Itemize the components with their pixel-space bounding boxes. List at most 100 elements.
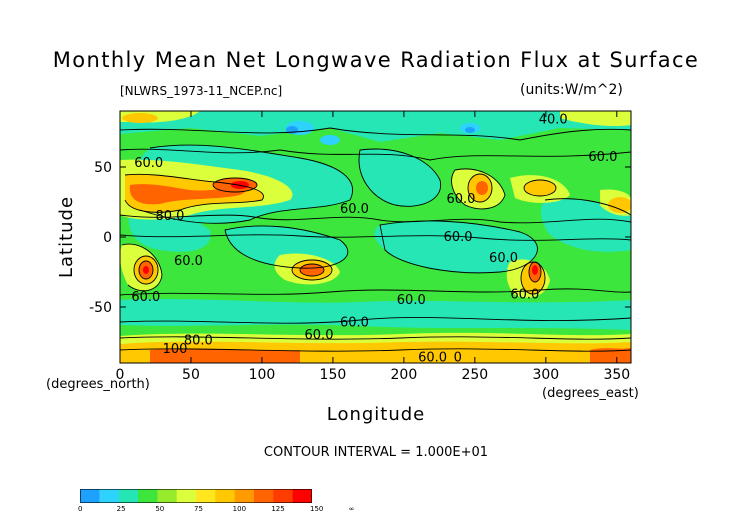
blob-australia-red bbox=[300, 264, 324, 276]
y-unit-label: (degrees_north) bbox=[46, 377, 150, 392]
blob-south-america-core bbox=[532, 265, 538, 275]
heatmap-plot: 40.0 60.0 60.0 80.0 60.0 60.0 60.0 60.0 60.0 60.0… bbox=[56, 110, 632, 380]
colorbar-swatch bbox=[138, 489, 158, 503]
blob-arctic-2 bbox=[320, 135, 340, 145]
contour-19 bbox=[528, 261, 542, 283]
contour-10 bbox=[358, 148, 442, 207]
blob-west-pacific-orange bbox=[608, 197, 631, 213]
colorbar-label: 25 bbox=[116, 505, 126, 513]
colorbar-label: 0 bbox=[78, 505, 83, 513]
blob-blue-2 bbox=[465, 127, 475, 133]
colorbar-swatch bbox=[196, 489, 216, 503]
x-tick-label: 0 bbox=[116, 367, 125, 380]
contour-15 bbox=[138, 260, 154, 280]
contour-label: 60.0 bbox=[134, 156, 163, 171]
contour-label-layer: 40.0 60.0 60.0 80.0 60.0 60.0 60.0 60.0 60.0 60.0… bbox=[131, 112, 617, 365]
blob-arctic-orange bbox=[122, 113, 158, 123]
colorbar-label: 50 bbox=[155, 505, 165, 513]
blob-africa-core bbox=[143, 266, 149, 274]
contour-14 bbox=[133, 255, 159, 285]
contour-16 bbox=[291, 259, 333, 281]
contour-24 bbox=[544, 198, 631, 216]
x-axis-label: Longitude bbox=[326, 404, 426, 425]
region-asia-red bbox=[129, 184, 247, 205]
contour-2 bbox=[120, 148, 631, 161]
contour-label: 60.0 bbox=[489, 251, 518, 266]
contour-1 bbox=[120, 127, 631, 141]
x-tick-label: 250 bbox=[461, 367, 488, 380]
colorbar-frame bbox=[80, 489, 312, 503]
blob-europe-orange bbox=[524, 180, 556, 196]
contour-label: 60.0 bbox=[174, 254, 203, 269]
contour-lines bbox=[120, 127, 631, 352]
contour-label: 60.0 bbox=[131, 290, 160, 305]
colorbar-swatch bbox=[118, 489, 139, 503]
region-south-pacific bbox=[374, 220, 538, 273]
y-axis: 50 0 -50 bbox=[89, 160, 631, 316]
colorbar-swatch bbox=[234, 489, 255, 503]
contour-8 bbox=[120, 348, 631, 352]
y-tick-label: 50 bbox=[94, 160, 112, 176]
contour-22 bbox=[212, 177, 258, 193]
region-southern-ocean bbox=[120, 298, 631, 330]
contour-18 bbox=[520, 261, 546, 295]
x-tick-label: 300 bbox=[532, 367, 559, 380]
region-antarctica-red-2 bbox=[590, 348, 631, 363]
contour-13 bbox=[124, 173, 264, 213]
colorbar-swatch bbox=[80, 489, 100, 503]
contour-11 bbox=[224, 225, 349, 269]
contour-9 bbox=[139, 144, 353, 224]
y-tick-label: -50 bbox=[89, 300, 112, 316]
field-layer bbox=[120, 111, 631, 363]
y-tick-label: 0 bbox=[103, 230, 112, 246]
contour-label: 60.0 bbox=[444, 230, 473, 245]
contour-label: 40.0 bbox=[539, 112, 568, 127]
units-label: (units:W/m^2) bbox=[520, 82, 623, 98]
contour-4 bbox=[120, 234, 631, 241]
colorbar-label: ∞ bbox=[348, 505, 355, 513]
chart-title: Monthly Mean Net Longwave Radiation Flux… bbox=[52, 48, 700, 72]
contour-23 bbox=[451, 168, 506, 210]
colorbar-swatch bbox=[176, 489, 197, 503]
colorbar-label: 75 bbox=[194, 505, 203, 513]
colorbar-swatch bbox=[273, 489, 294, 503]
contour-12 bbox=[379, 220, 538, 274]
colorbar-swatch bbox=[292, 489, 312, 503]
contour-label: 60.0 bbox=[446, 192, 475, 207]
y-axis-label: Latitude bbox=[56, 196, 77, 278]
x-tick-label: 150 bbox=[320, 367, 347, 380]
contour-3 bbox=[120, 214, 631, 224]
contour-label: 60.0 bbox=[510, 287, 539, 302]
contour-label: 60.0 bbox=[340, 315, 369, 330]
contour-label: 60.0 bbox=[340, 202, 369, 217]
contour-17 bbox=[299, 263, 325, 277]
contour-6 bbox=[120, 316, 631, 324]
contour-label: 80.0 bbox=[184, 334, 213, 349]
contour-interval-label: CONTOUR INTERVAL = 1.000E+01 bbox=[263, 445, 489, 460]
x-unit-label: (degrees_east) bbox=[542, 386, 639, 401]
very-high-flux-regions bbox=[129, 178, 631, 363]
x-axis: 0 50 100 150 200 250 300 350 bbox=[116, 111, 630, 380]
region-north-atlantic-teal bbox=[359, 149, 441, 207]
contour-label: 60.0 bbox=[305, 328, 334, 343]
x-tick-label: 200 bbox=[391, 367, 418, 380]
contour-5 bbox=[120, 288, 631, 296]
contour-7 bbox=[120, 336, 631, 340]
colorbar-swatch bbox=[254, 489, 274, 503]
x-tick-label: 100 bbox=[249, 367, 276, 380]
colorbar-label: 150 bbox=[310, 505, 324, 513]
contour-label: 60.0 bbox=[418, 350, 447, 365]
contour-label: 80.0 bbox=[155, 209, 184, 224]
contour-label: 60.0 bbox=[397, 293, 426, 308]
region-arctic bbox=[120, 111, 631, 142]
contour-label: 60.0 bbox=[588, 150, 617, 165]
region-antarctica-red bbox=[150, 348, 300, 363]
file-label: [NLWRS_1973-11_NCEP.nc] bbox=[120, 84, 283, 98]
colorbar-swatch bbox=[99, 489, 120, 503]
contour-21 bbox=[523, 179, 557, 197]
region-arctic-yellow-2 bbox=[560, 111, 631, 127]
colorbar-label: 100 bbox=[232, 505, 247, 513]
contour-25 bbox=[121, 243, 163, 292]
colorbar-swatch bbox=[215, 489, 236, 503]
contour-label: 100 bbox=[163, 342, 188, 357]
